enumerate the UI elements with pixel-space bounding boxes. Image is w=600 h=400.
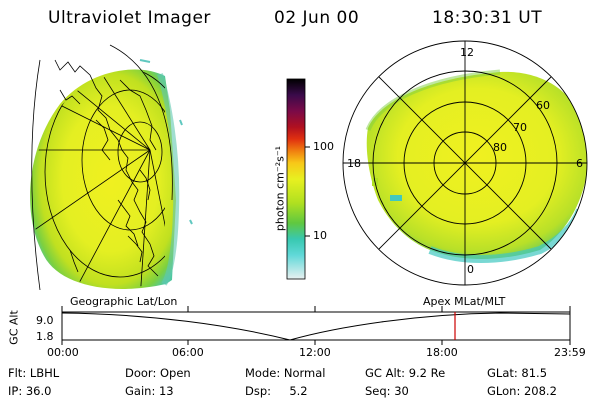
info-glat: GLat: 81.5 xyxy=(487,366,548,380)
date-label: 02 Jun 00 xyxy=(274,8,360,28)
mlt-label-0: 0 xyxy=(467,263,474,276)
info-dsp: Dsp: 5.2 xyxy=(245,384,308,398)
mlt-label-6: 6 xyxy=(576,157,583,170)
mlt-label-18: 18 xyxy=(347,157,361,170)
timeline-xtick-1: 06:00 xyxy=(172,346,204,359)
polar-plot xyxy=(342,40,588,286)
timeline-plot xyxy=(61,306,571,345)
time-label: 18:30:31 UT xyxy=(432,8,543,28)
timeline-xtick-2: 12:00 xyxy=(299,346,331,359)
timeline-left-label: Geographic Lat/Lon xyxy=(70,295,178,308)
info-glon: GLon: 208.2 xyxy=(487,384,557,398)
timeline-xtick-3: 18:00 xyxy=(426,346,458,359)
lat-label-70: 70 xyxy=(513,121,527,134)
colorbar-label: photon cm⁻²s⁻¹ xyxy=(273,145,287,232)
lat-label-60: 60 xyxy=(536,99,550,112)
timeline-ytick-top: 9.0 xyxy=(36,314,54,327)
timeline-xtick-4: 23:59 xyxy=(554,346,586,359)
earth-image xyxy=(30,44,193,291)
timeline-axis-label: GC Alt xyxy=(7,310,21,345)
timeline-xtick-0: 00:00 xyxy=(47,346,79,359)
info-door: Door: Open xyxy=(125,366,191,380)
info-mode: Mode: Normal xyxy=(245,366,326,380)
info-gain: Gain: 13 xyxy=(125,384,174,398)
info-flt: Flt: LBHL xyxy=(8,366,60,380)
info-gc-alt: GC Alt: 9.2 Re xyxy=(365,366,446,380)
info-seq: Seq: 30 xyxy=(365,384,409,398)
timeline-right-label: Apex MLat/MLT xyxy=(423,295,506,308)
lat-label-80: 80 xyxy=(493,141,507,154)
timeline-ytick-bottom: 1.8 xyxy=(36,330,54,343)
page-title: Ultraviolet Imager xyxy=(48,8,211,28)
info-ip: IP: 36.0 xyxy=(8,384,52,398)
colorbar xyxy=(286,78,310,280)
colorbar-tick-10: 10 xyxy=(313,229,327,242)
colorbar-tick-100: 100 xyxy=(313,140,334,153)
mlt-label-12: 12 xyxy=(460,46,474,59)
